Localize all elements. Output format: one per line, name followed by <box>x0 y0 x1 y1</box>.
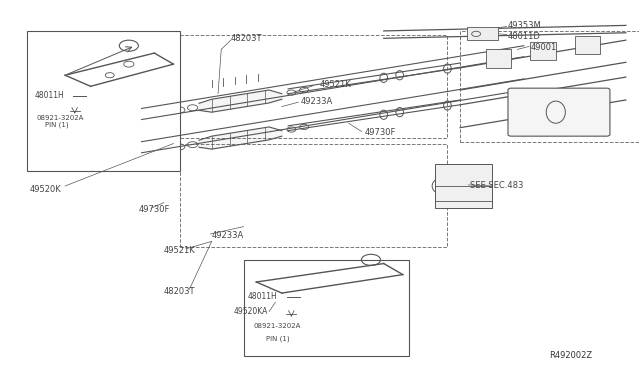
Text: 08921-3202A: 08921-3202A <box>36 115 84 121</box>
Text: 48011D: 48011D <box>508 32 541 41</box>
Bar <box>460 31 639 142</box>
Text: PIN (1): PIN (1) <box>45 122 68 128</box>
FancyBboxPatch shape <box>508 88 610 136</box>
Text: 49521K: 49521K <box>164 246 196 255</box>
Bar <box>180 35 447 138</box>
Bar <box>486 49 511 68</box>
Text: 48011H: 48011H <box>35 91 64 100</box>
Text: 49730F: 49730F <box>138 205 170 215</box>
Text: 49521K: 49521K <box>320 80 352 89</box>
Text: 49520KA: 49520KA <box>234 307 268 316</box>
Bar <box>435 164 492 208</box>
Bar <box>180 144 447 247</box>
Text: 49233A: 49233A <box>301 97 333 106</box>
Text: 08921-3202A: 08921-3202A <box>253 323 300 329</box>
Text: 49730F: 49730F <box>365 128 396 137</box>
Text: SEE SEC.483: SEE SEC.483 <box>470 182 523 190</box>
Text: 48203T: 48203T <box>164 287 195 296</box>
Bar <box>244 260 409 356</box>
Text: 48011H: 48011H <box>248 292 278 301</box>
Text: 49520K: 49520K <box>30 185 62 194</box>
Text: 49353M: 49353M <box>508 21 541 30</box>
Bar <box>467 27 499 40</box>
Text: 49233A: 49233A <box>212 231 244 240</box>
Text: PIN (1): PIN (1) <box>266 336 289 343</box>
Text: 48203T: 48203T <box>231 34 262 43</box>
Text: 49001: 49001 <box>531 43 557 52</box>
Text: R492002Z: R492002Z <box>549 351 593 360</box>
Bar <box>27 31 180 171</box>
Bar <box>575 36 600 54</box>
Bar <box>531 42 556 61</box>
